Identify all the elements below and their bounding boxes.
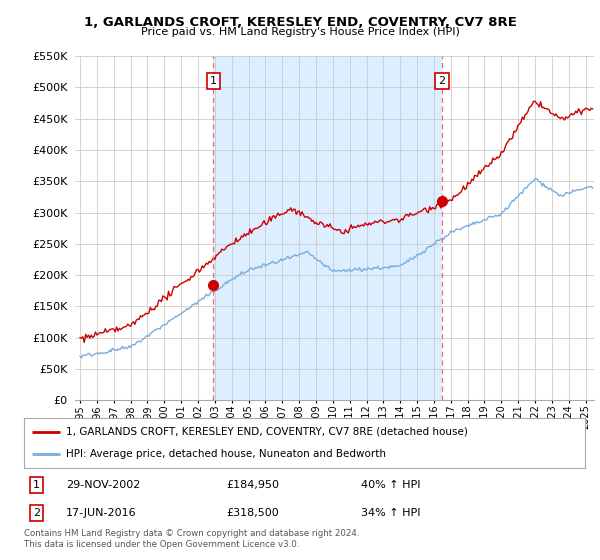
- Text: £184,950: £184,950: [226, 480, 279, 490]
- Text: 1, GARLANDS CROFT, KERESLEY END, COVENTRY, CV7 8RE (detached house): 1, GARLANDS CROFT, KERESLEY END, COVENTR…: [66, 427, 468, 437]
- Text: 2: 2: [438, 76, 445, 86]
- Text: Price paid vs. HM Land Registry's House Price Index (HPI): Price paid vs. HM Land Registry's House …: [140, 27, 460, 37]
- Text: Contains HM Land Registry data © Crown copyright and database right 2024.
This d: Contains HM Land Registry data © Crown c…: [24, 529, 359, 549]
- Text: £318,500: £318,500: [226, 508, 279, 517]
- Text: 34% ↑ HPI: 34% ↑ HPI: [361, 508, 420, 517]
- Text: 1: 1: [210, 76, 217, 86]
- Text: 17-JUN-2016: 17-JUN-2016: [66, 508, 137, 517]
- Text: 1, GARLANDS CROFT, KERESLEY END, COVENTRY, CV7 8RE: 1, GARLANDS CROFT, KERESLEY END, COVENTR…: [83, 16, 517, 29]
- Text: 2: 2: [33, 508, 40, 517]
- Text: 1: 1: [33, 480, 40, 490]
- Text: 29-NOV-2002: 29-NOV-2002: [66, 480, 140, 490]
- Text: 40% ↑ HPI: 40% ↑ HPI: [361, 480, 420, 490]
- Text: HPI: Average price, detached house, Nuneaton and Bedworth: HPI: Average price, detached house, Nune…: [66, 449, 386, 459]
- Bar: [214, 56, 442, 400]
